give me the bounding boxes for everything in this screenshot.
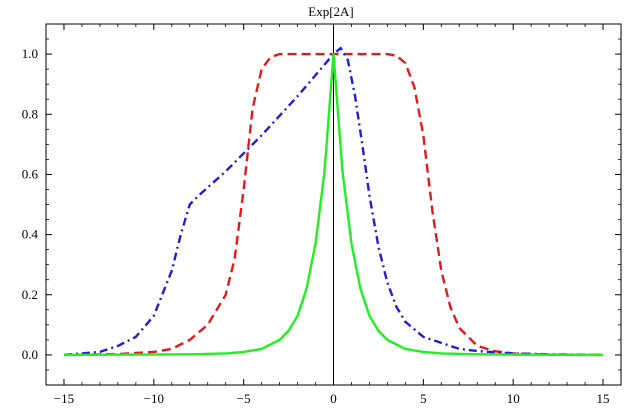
x-tick-label: 0	[330, 391, 337, 406]
y-tick-label: 0.4	[22, 227, 39, 242]
series-line-3-solid	[63, 52, 604, 357]
y-tick-label: 0.2	[22, 287, 38, 302]
x-tick-label: 5	[420, 391, 427, 406]
series-line-1-dashed	[63, 52, 604, 357]
x-tick-label: −15	[54, 391, 74, 406]
series-line-2-dashdot	[63, 46, 604, 357]
y-tick-label: 0.8	[22, 106, 38, 121]
y-tick-label: 0.0	[22, 347, 38, 362]
x-tick-label: 10	[507, 391, 520, 406]
y-tick-label: 0.6	[22, 166, 39, 181]
x-tick-label: −5	[237, 391, 251, 406]
plot-area: −15 −10 −5 0 5 10 15 0.0 0.2 0.4 0.6 0.8 1.0	[22, 23, 622, 406]
x-tick-label: −10	[144, 391, 164, 406]
chart-title: Exp[2A]	[308, 4, 354, 19]
y-tick-label: 1.0	[22, 46, 38, 61]
x-tick-label: 15	[597, 391, 610, 406]
